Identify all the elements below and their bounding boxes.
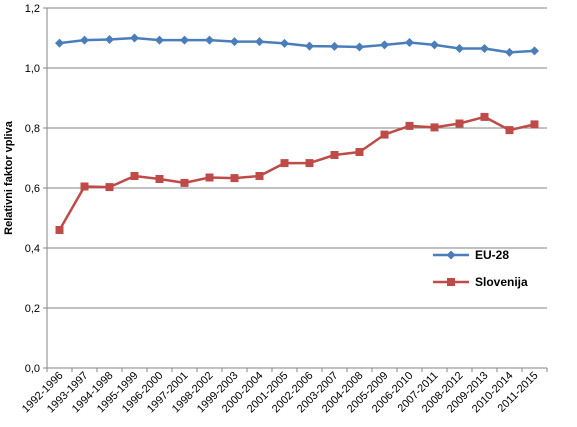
data-point-eu-28 xyxy=(205,35,214,45)
data-point-slovenija xyxy=(305,159,314,168)
data-point-slovenija xyxy=(280,159,289,168)
data-point-slovenija xyxy=(180,178,189,187)
data-point-eu-28 xyxy=(155,35,164,45)
y-axis-title: Relativni faktor vpliva xyxy=(3,120,15,235)
data-point-slovenija xyxy=(230,174,239,183)
y-tick-label: 1,0 xyxy=(25,63,40,75)
data-point-eu-28 xyxy=(105,35,114,44)
data-point-slovenija xyxy=(430,123,439,132)
y-tick-label: 0,8 xyxy=(25,123,40,135)
data-point-slovenija xyxy=(105,183,114,192)
x-tick-labels: 1992-19961993-19971994-19981995-19991996… xyxy=(20,370,541,416)
data-point-eu-28 xyxy=(330,41,339,51)
series-eu-28 xyxy=(55,33,539,57)
data-point-slovenija xyxy=(155,175,164,183)
data-point-eu-28 xyxy=(455,44,464,53)
series-line-eu-28 xyxy=(59,36,535,54)
legend-marker xyxy=(447,278,455,286)
y-tick-label: 0,4 xyxy=(25,243,40,255)
legend: EU-28 Slovenija xyxy=(433,248,528,289)
y-tick-labels: 0,0 0,2 0,4 0,6 0,8 1,0 1,2 xyxy=(25,3,40,375)
series-slovenija xyxy=(55,112,539,234)
data-point-eu-28 xyxy=(430,40,439,50)
data-point-eu-28 xyxy=(255,37,264,47)
data-point-eu-28 xyxy=(180,35,189,45)
data-point-slovenija xyxy=(255,172,264,180)
series-line-slovenija xyxy=(58,115,535,231)
data-point-slovenija xyxy=(330,151,339,159)
data-point-slovenija xyxy=(355,148,364,156)
data-point-eu-28 xyxy=(80,35,89,45)
data-point-slovenija xyxy=(130,172,139,180)
data-point-slovenija xyxy=(80,182,89,191)
data-point-slovenija xyxy=(530,120,539,129)
data-point-slovenija xyxy=(405,121,414,130)
legend-item-eu-28: EU-28 xyxy=(433,248,509,262)
series xyxy=(55,33,539,234)
data-point-eu-28 xyxy=(280,38,289,48)
data-point-slovenija xyxy=(480,112,489,121)
data-point-eu-28 xyxy=(130,33,139,43)
data-point-slovenija xyxy=(505,126,514,135)
legend-label: EU-28 xyxy=(475,248,509,262)
data-point-slovenija xyxy=(380,130,389,139)
y-tick-label: 1,2 xyxy=(25,3,40,15)
data-point-eu-28 xyxy=(405,38,414,47)
data-point-eu-28 xyxy=(530,46,539,56)
data-point-eu-28 xyxy=(355,42,364,52)
gridlines xyxy=(47,7,547,309)
data-point-eu-28 xyxy=(230,37,239,47)
data-point-eu-28 xyxy=(380,40,389,50)
data-point-slovenija xyxy=(205,173,214,182)
data-point-slovenija xyxy=(55,226,64,234)
y-tick-label: 0,0 xyxy=(25,363,40,375)
data-point-eu-28 xyxy=(505,47,514,57)
y-tick-label: 0,6 xyxy=(25,183,40,195)
legend-label: Slovenija xyxy=(475,275,528,289)
legend-marker xyxy=(446,250,456,260)
data-point-slovenija xyxy=(455,119,464,128)
y-tick-label: 0,2 xyxy=(25,303,40,315)
data-point-eu-28 xyxy=(55,38,64,48)
data-point-eu-28 xyxy=(305,41,314,51)
legend-item-slovenija: Slovenija xyxy=(433,275,528,289)
axes xyxy=(43,7,548,372)
data-point-eu-28 xyxy=(480,44,489,53)
